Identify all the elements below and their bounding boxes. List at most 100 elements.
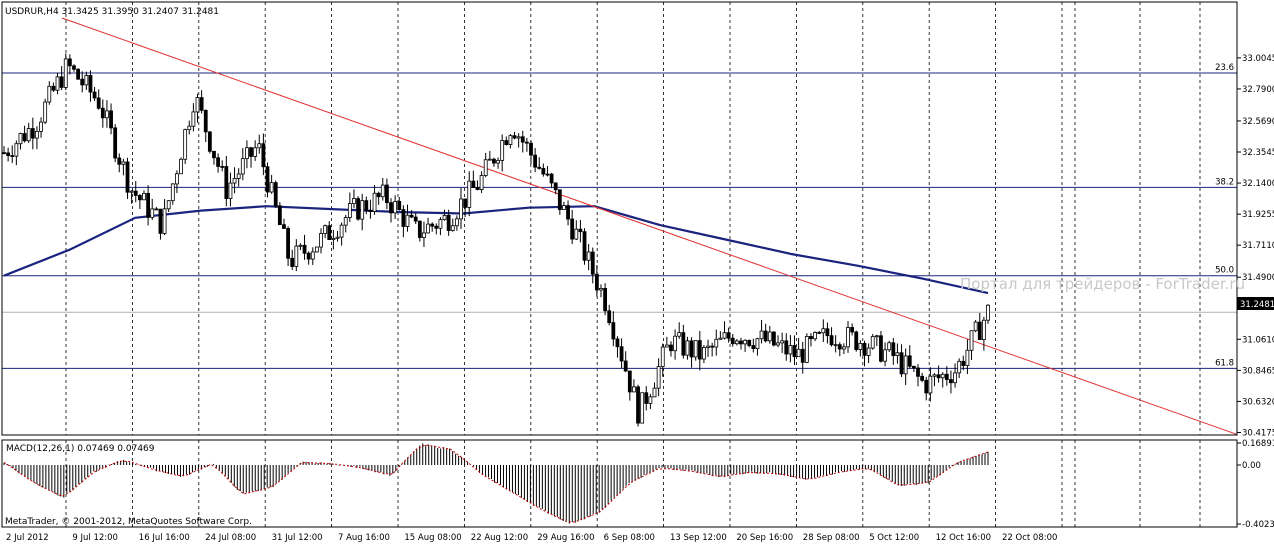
candle-body — [755, 338, 760, 349]
candle-body — [236, 173, 241, 179]
candle-body — [936, 374, 941, 379]
candle-body — [442, 214, 447, 221]
fibonacci-levels: 23.6 38.2 50.0 61.8 — [2, 63, 1237, 369]
candle-body — [339, 224, 344, 238]
price-tick-label: 30.8465 — [1242, 366, 1274, 376]
candle-body — [730, 337, 735, 345]
time-axis-label: 22 Oct 08:00 — [1002, 533, 1057, 543]
candle-body — [228, 182, 233, 199]
candle-body — [343, 217, 348, 226]
candle-body — [409, 214, 414, 218]
trendline — [61, 17, 1238, 435]
candle-body — [854, 331, 859, 351]
moving-average — [3, 205, 989, 295]
candle-body — [170, 183, 175, 202]
candle-body — [347, 203, 352, 218]
candle-body — [179, 158, 183, 175]
candle-body — [928, 375, 933, 394]
candle-body — [59, 76, 64, 88]
candle-body — [607, 310, 612, 324]
candle-body — [286, 228, 290, 259]
candle-body — [434, 225, 439, 229]
candle-body — [368, 210, 373, 212]
candle-body — [397, 201, 402, 210]
candle-body — [804, 335, 809, 363]
candle-body — [162, 208, 167, 234]
candle-body — [290, 257, 295, 267]
time-axis-label: 12 Oct 16:00 — [936, 533, 991, 543]
candle-body — [570, 218, 575, 240]
candle-body — [710, 345, 715, 348]
candle-body — [220, 166, 225, 168]
candle-body — [47, 85, 52, 103]
candle-body — [874, 335, 879, 338]
price-panel-border — [1, 1, 1238, 436]
candle-body — [2, 152, 6, 155]
candle-body — [88, 75, 93, 93]
candle-body — [63, 58, 68, 88]
price-tick-label: 31.4900 — [1242, 273, 1274, 283]
candle-body — [232, 178, 237, 184]
candle-body — [615, 338, 620, 348]
candle-body — [780, 340, 785, 344]
candle-body — [384, 184, 389, 204]
candle-body — [837, 344, 842, 350]
candle-body — [895, 352, 900, 356]
candle-body — [870, 336, 875, 349]
candle-body — [100, 107, 105, 119]
candle-body — [450, 225, 455, 231]
candle-body — [586, 251, 591, 261]
candle-body — [611, 322, 616, 340]
candle-body — [829, 335, 834, 346]
candle-body — [562, 205, 566, 210]
candle-body — [18, 133, 23, 145]
candle-body — [553, 182, 558, 191]
candle-body — [549, 173, 554, 184]
macd-header: MACD(12,26,1) 0.07469 0.07469 — [6, 444, 155, 454]
candle-body — [763, 330, 768, 342]
candle-body — [158, 208, 163, 234]
candle-body — [537, 166, 542, 169]
candle-body — [911, 365, 916, 369]
candle-body — [356, 198, 360, 220]
time-axis-label: 20 Sep 16:00 — [736, 533, 793, 543]
candle-body — [508, 135, 513, 145]
candle-body — [879, 335, 883, 362]
candle-body — [471, 180, 476, 188]
candle-body — [113, 127, 118, 159]
candle-body — [475, 187, 480, 191]
candle-body — [487, 158, 492, 161]
price-candles — [2, 53, 990, 427]
candle-body — [866, 347, 871, 356]
candle-body — [706, 345, 710, 348]
candle-body — [467, 180, 472, 208]
watermark: Портал для трейдеров - ForTrader.ru — [960, 275, 1245, 293]
candle-body — [249, 147, 253, 157]
candle-body — [372, 192, 377, 212]
candle-body — [39, 121, 43, 132]
candle-body — [767, 331, 772, 342]
candle-body — [673, 335, 677, 352]
price-tick-label: 32.3545 — [1242, 148, 1274, 158]
candle-body — [133, 190, 138, 196]
candle-body — [142, 192, 146, 201]
candle-body — [751, 345, 756, 349]
candle-body — [257, 143, 262, 149]
candle-body — [792, 345, 797, 358]
candle-body — [492, 158, 496, 164]
fib-level-label: 50.0 — [1215, 266, 1234, 276]
candle-body — [685, 340, 690, 356]
candle-body — [463, 198, 468, 208]
time-axis-label: 15 Aug 08:00 — [404, 533, 461, 543]
time-axis-label: 31 Jul 12:00 — [272, 533, 323, 543]
candle-body — [26, 128, 31, 142]
candle-body — [961, 360, 966, 366]
candle-body — [957, 360, 962, 374]
candle-body — [796, 348, 801, 358]
candle-body — [973, 321, 978, 332]
time-axis-label: 7 Aug 16:00 — [338, 533, 390, 543]
candle-body — [821, 328, 826, 334]
candle-body — [376, 192, 381, 198]
candle-body — [137, 195, 142, 201]
